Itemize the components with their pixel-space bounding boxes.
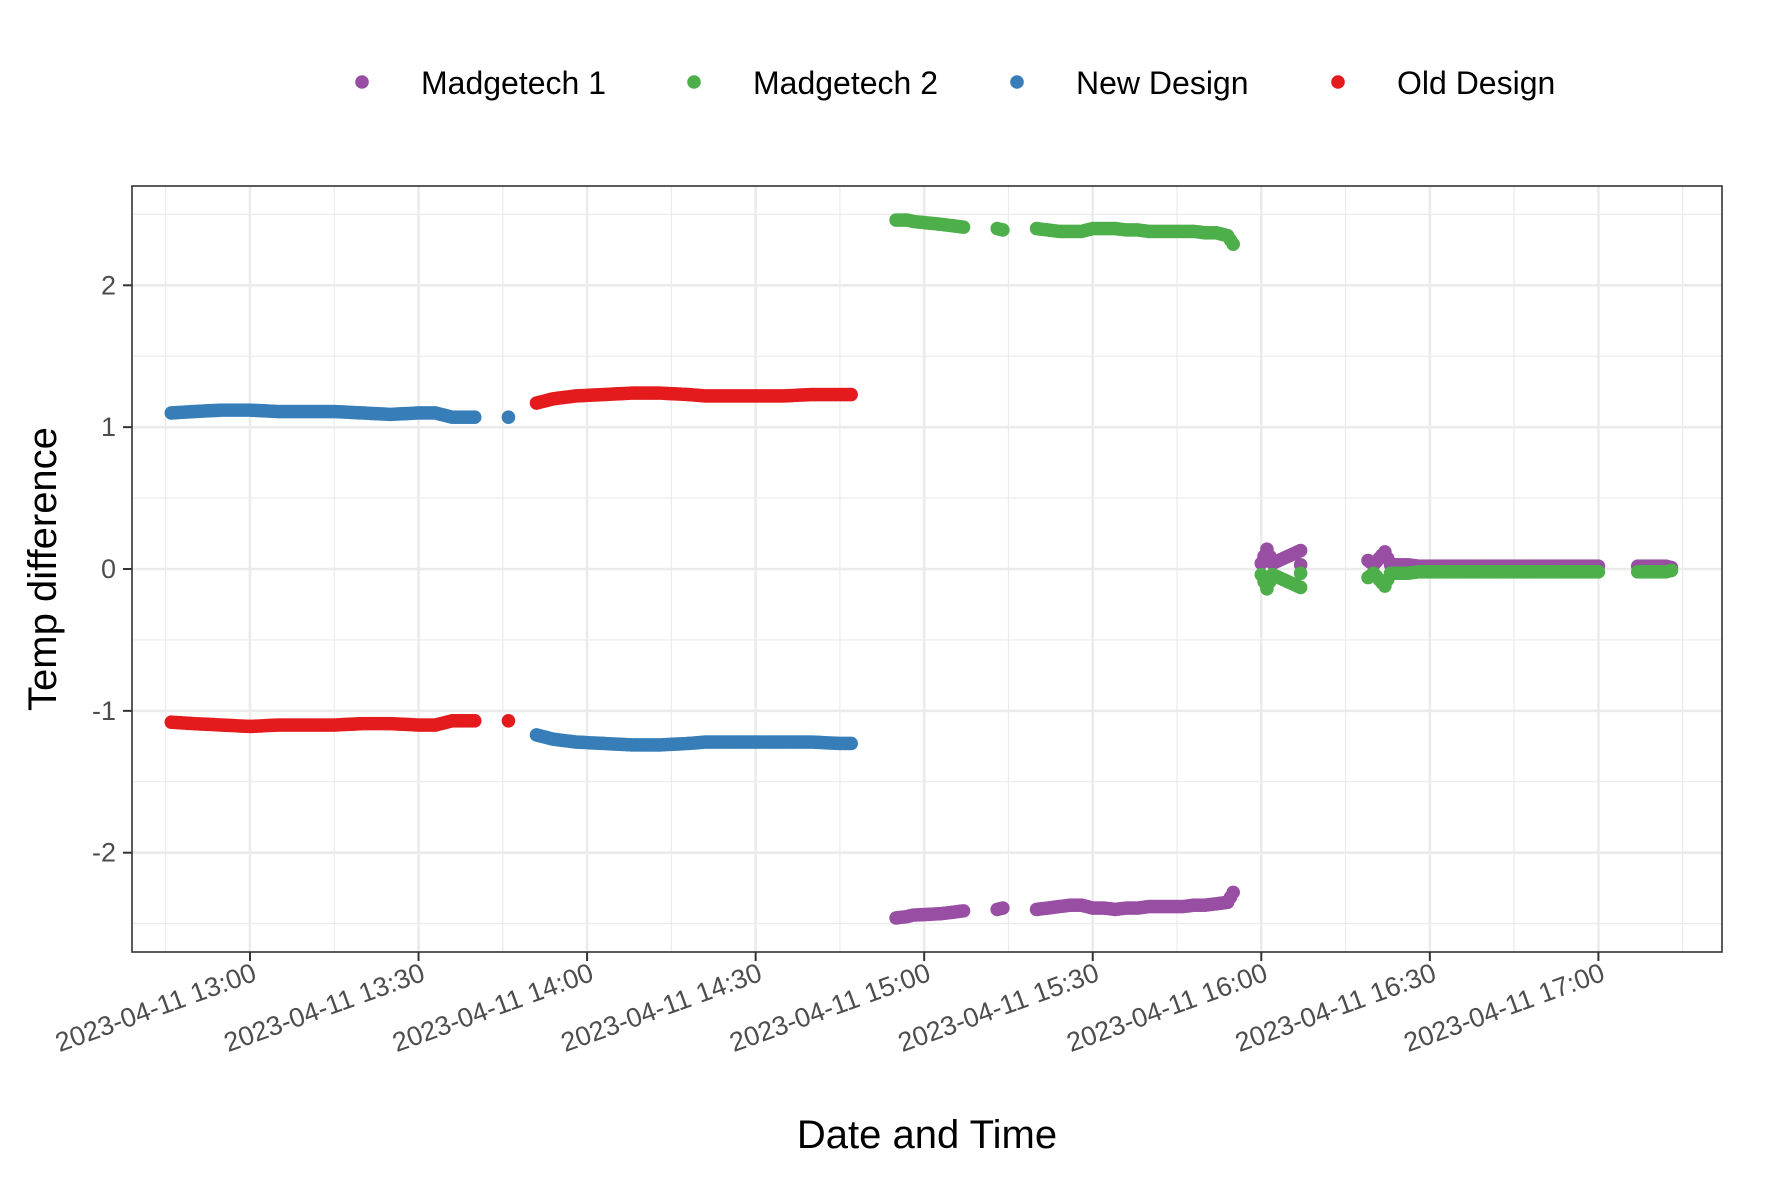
legend-key [1010,75,1024,89]
data-point [956,904,971,918]
legend-key [355,75,369,89]
y-axis-title: Temp difference [21,427,65,711]
y-tick-label: 2 [101,270,116,300]
legend-item: Madgetech 1 [355,65,606,101]
data-point [844,387,858,402]
series-new-design [164,403,858,752]
legend-key [1331,75,1345,89]
data-point [1664,563,1679,578]
legend-label: New Design [1076,65,1249,101]
data-point [1293,543,1308,558]
legend-label: Old Design [1397,65,1555,101]
data-point [501,713,516,728]
legend-item: New Design [1010,65,1249,101]
data-point [467,713,482,728]
data-point [501,410,516,425]
y-tick-label: -1 [92,696,116,726]
x-axis-title: Date and Time [797,1113,1057,1157]
legend-item: Madgetech 2 [687,65,938,101]
data-point [1226,885,1241,900]
legend-label: Madgetech 1 [421,65,606,101]
data-point [844,736,858,751]
legend-label: Madgetech 2 [753,65,938,101]
series-madgetech-2 [889,213,1679,596]
data-point [996,901,1010,915]
data-point [1293,566,1308,581]
y-tick-label: 0 [101,554,116,584]
data-point [1226,237,1241,251]
legend-key [687,75,701,89]
data-point [996,223,1010,237]
y-tick-label: -2 [92,838,116,868]
data-point [1293,580,1308,595]
data-point [467,410,482,425]
legend: Madgetech 1 Madgetech 2 New Design Old Desi… [355,65,1555,101]
plot-area [131,185,1723,953]
data-point [956,220,971,234]
data-point [1591,565,1606,579]
y-tick-label: 1 [101,412,116,442]
series-old-design [164,386,858,734]
data-points [164,213,1679,925]
legend-item: Old Design [1331,65,1555,101]
y-axis: 2 1 0 -1 -2 [92,270,132,868]
